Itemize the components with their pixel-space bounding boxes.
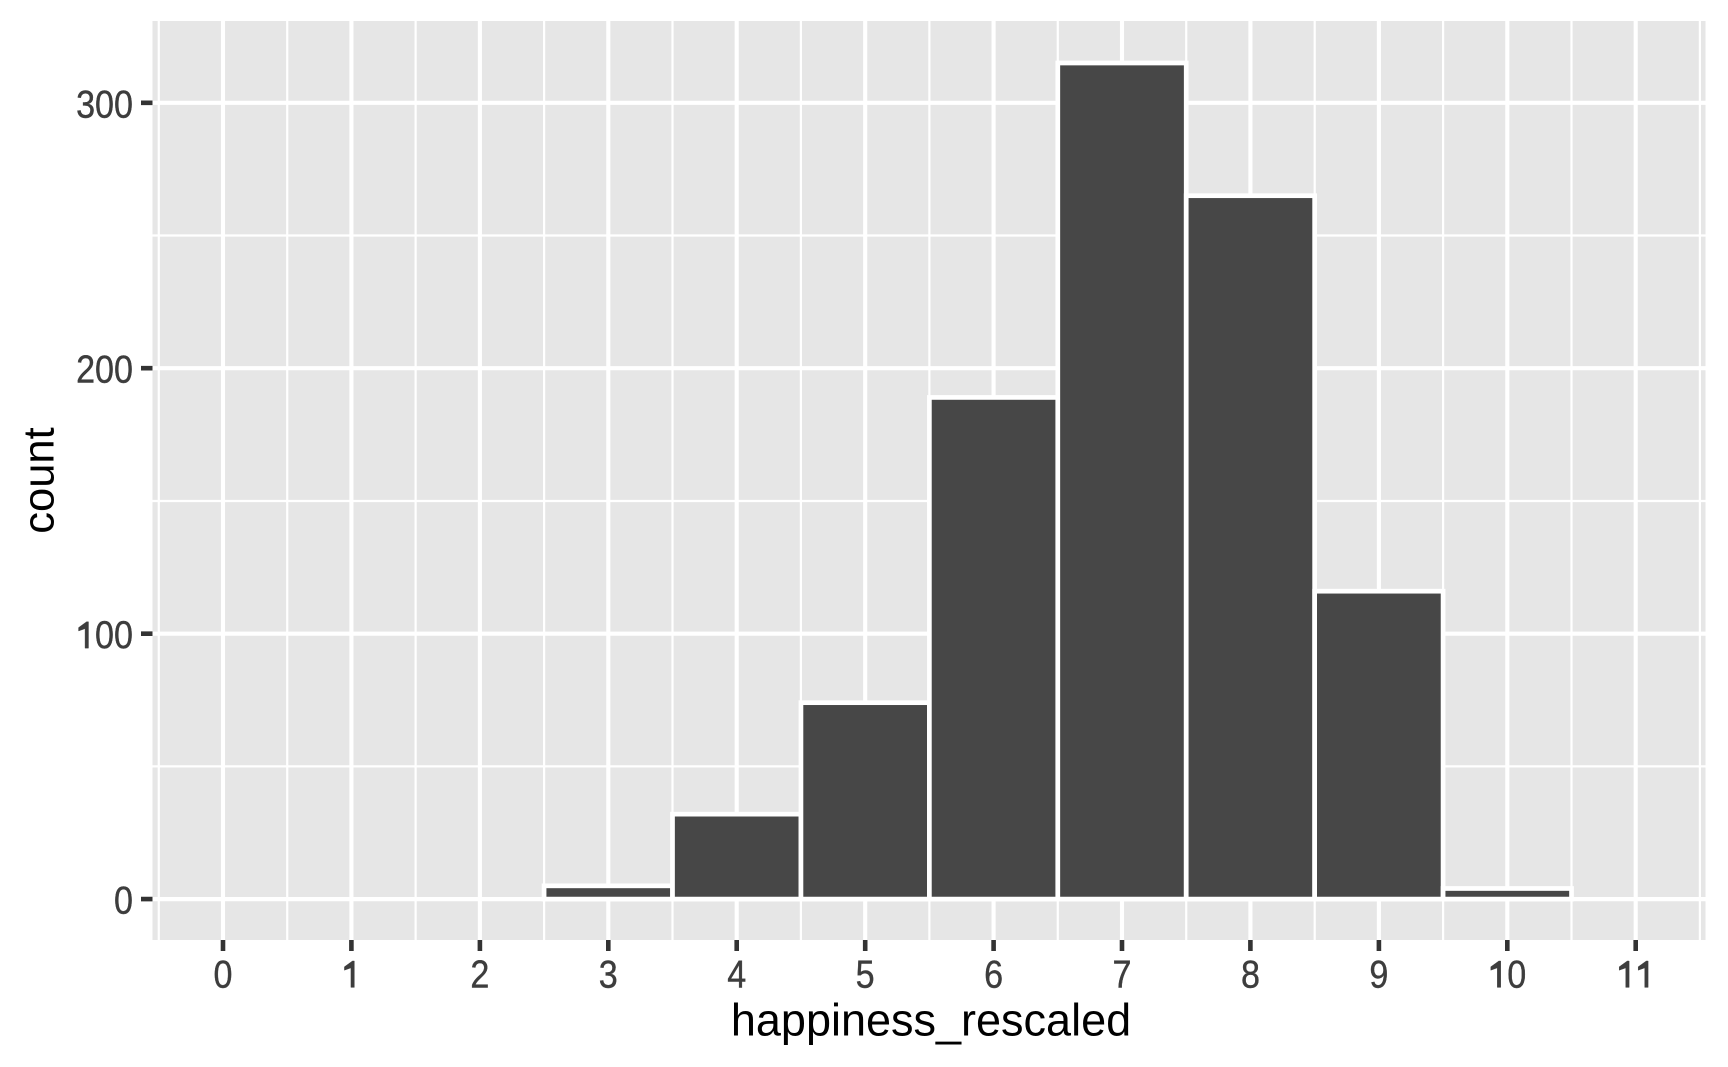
svg-text:0: 0 <box>114 878 133 922</box>
svg-text:0: 0 <box>1507 952 1526 996</box>
svg-text:happiness_rescaled: happiness_rescaled <box>731 995 1131 1046</box>
svg-text:2: 2 <box>470 952 489 996</box>
svg-text:8: 8 <box>1241 952 1260 996</box>
svg-text:2: 2 <box>76 348 95 392</box>
svg-text:6: 6 <box>984 952 1003 996</box>
svg-text:3: 3 <box>599 952 618 996</box>
svg-text:0: 0 <box>95 82 114 126</box>
svg-text:3: 3 <box>76 82 95 126</box>
svg-text:4: 4 <box>727 952 746 996</box>
svg-text:5: 5 <box>856 952 875 996</box>
svg-text:count: count <box>16 427 64 533</box>
svg-text:0: 0 <box>214 952 233 996</box>
svg-text:0: 0 <box>95 613 114 657</box>
svg-text:0: 0 <box>114 348 133 392</box>
svg-text:0: 0 <box>95 348 114 392</box>
svg-text:0: 0 <box>114 82 133 126</box>
svg-text:9: 9 <box>1369 952 1388 996</box>
svg-text:7: 7 <box>1113 952 1132 996</box>
svg-text:0: 0 <box>114 613 133 657</box>
